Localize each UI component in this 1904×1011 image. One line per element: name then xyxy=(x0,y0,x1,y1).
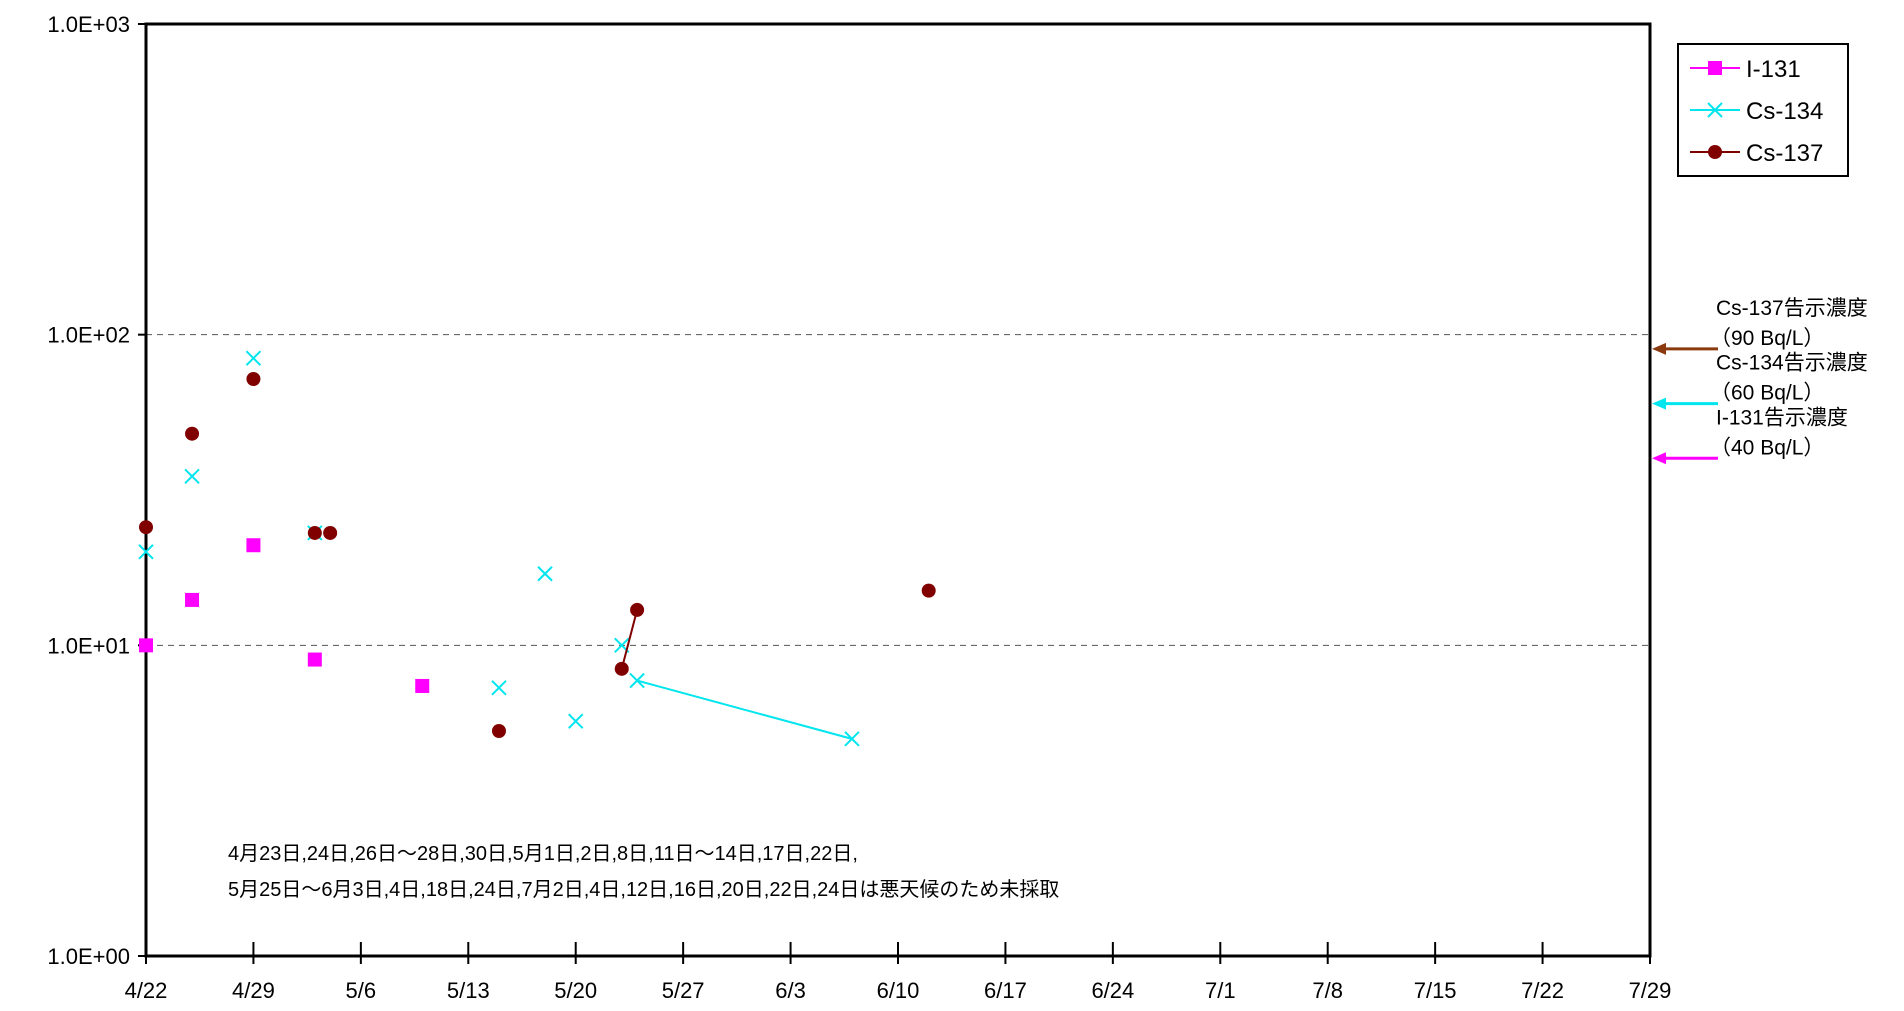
legend-item-Cs-137: Cs-137 xyxy=(1690,140,1823,167)
reference-Cs-137: Cs-137告示濃度 （90 Bq/L） xyxy=(1652,297,1868,355)
reference-label-0: Cs-137告示濃度 xyxy=(1716,297,1868,320)
y-tick-label-1: 1.0E+01 xyxy=(47,633,130,658)
reference-concentrations: Cs-137告示濃度 （90 Bq/L）Cs-134告示濃度 （60 Bq/L）I-… xyxy=(1652,297,1868,465)
point-Cs-137-5 xyxy=(491,723,506,738)
point-Cs-134-6 xyxy=(568,713,584,729)
reference-arrow-head-0 xyxy=(1652,342,1666,355)
legend-marker-0 xyxy=(1708,61,1722,75)
point-Cs-137-1 xyxy=(185,426,200,441)
x-tick-label-8: 6/17 xyxy=(984,978,1027,1003)
legend-label-1: Cs-134 xyxy=(1746,98,1823,125)
point-Cs-137-3 xyxy=(307,525,322,540)
series-line-Cs-137-0 xyxy=(620,609,639,670)
x-tick-label-12: 7/15 xyxy=(1414,978,1457,1003)
reference-value-2: （40 Bq/L） xyxy=(1710,436,1824,459)
series-I-131 xyxy=(139,538,430,693)
y-tick-label-3: 1.0E+03 xyxy=(47,12,130,37)
reference-value-0: （90 Bq/L） xyxy=(1710,327,1824,350)
point-Cs-134-9 xyxy=(844,731,860,747)
point-Cs-137-0 xyxy=(139,520,153,535)
point-Cs-134-1 xyxy=(184,468,200,485)
point-Cs-137-8 xyxy=(921,583,936,598)
x-tick-label-9: 6/24 xyxy=(1091,978,1134,1003)
axes: 1.0E+00 1.0E+01 1.0E+02 1.0E+03 4/22 4/29 5/6 5… xyxy=(47,12,1671,1003)
annotation-note: 4月23日,24日,26日～28日,30日,5月1日,2日,8日,11日～14日… xyxy=(228,843,1059,901)
point-Cs-137-6 xyxy=(614,661,629,676)
legend-marker-1 xyxy=(1707,102,1723,118)
x-tick-label-5: 5/27 xyxy=(662,978,705,1003)
series-line-Cs-134-0 xyxy=(636,679,853,740)
x-tick-label-1: 4/29 xyxy=(232,978,275,1003)
y-tick-label-2: 1.0E+02 xyxy=(47,323,130,348)
x-tick-label-6: 6/3 xyxy=(775,978,806,1003)
point-Cs-137-2 xyxy=(246,371,261,386)
legend: I-131 Cs-134 Cs-137 xyxy=(1677,43,1849,177)
reference-I-131: I-131告示濃度 （40 Bq/L） xyxy=(1652,406,1848,465)
legend-marker-2 xyxy=(1708,145,1722,159)
legend-label-2: Cs-137 xyxy=(1746,140,1823,167)
plot-area-border xyxy=(144,22,1652,958)
grid-lines xyxy=(146,334,1650,646)
x-tick-label-13: 7/22 xyxy=(1521,978,1564,1003)
point-Cs-134-5 xyxy=(537,566,553,582)
point-Cs-134-2 xyxy=(245,350,262,366)
reference-arrow-head-1 xyxy=(1652,397,1666,410)
point-I-131-2 xyxy=(246,538,261,553)
x-tick-label-7: 6/10 xyxy=(877,978,920,1003)
point-I-131-1 xyxy=(185,592,200,607)
reference-label-2: I-131告示濃度 xyxy=(1716,406,1848,429)
x-tick-label-11: 7/8 xyxy=(1312,978,1343,1003)
reference-arrow-head-2 xyxy=(1652,452,1666,465)
point-Cs-137-4 xyxy=(323,525,338,540)
point-I-131-3 xyxy=(307,652,322,667)
reference-Cs-134: Cs-134告示濃度 （60 Bq/L） xyxy=(1652,352,1868,410)
series-Cs-137 xyxy=(139,371,936,738)
legend-item-Cs-134: Cs-134 xyxy=(1690,98,1823,125)
point-Cs-134-8 xyxy=(629,672,645,689)
point-I-131-0 xyxy=(139,638,153,653)
x-tick-label-0: 4/22 xyxy=(125,978,168,1003)
point-I-131-4 xyxy=(415,678,430,693)
x-tick-label-14: 7/29 xyxy=(1629,978,1672,1003)
point-Cs-134-4 xyxy=(491,680,507,696)
reference-label-1: Cs-134告示濃度 xyxy=(1716,352,1868,375)
x-tick-label-3: 5/13 xyxy=(447,978,490,1003)
x-tick-label-4: 5/20 xyxy=(554,978,597,1003)
y-tick-label-0: 1.0E+00 xyxy=(47,944,130,969)
annotation-line-0: 4月23日,24日,26日～28日,30日,5月1日,2日,8日,11日～14日… xyxy=(228,843,858,865)
point-Cs-134-0 xyxy=(138,544,154,560)
point-Cs-137-7 xyxy=(630,602,645,617)
x-tick-label-10: 7/1 xyxy=(1205,978,1236,1003)
x-tick-label-2: 5/6 xyxy=(346,978,377,1003)
annotation-line-1: 5月25日～6月3日,4日,18日,24日,7月2日,4日,12日,16日,20… xyxy=(228,878,1059,901)
data-series xyxy=(138,350,936,747)
legend-label-0: I-131 xyxy=(1746,56,1801,83)
reference-value-1: （60 Bq/L） xyxy=(1710,382,1824,405)
legend-item-I-131: I-131 xyxy=(1690,56,1801,83)
